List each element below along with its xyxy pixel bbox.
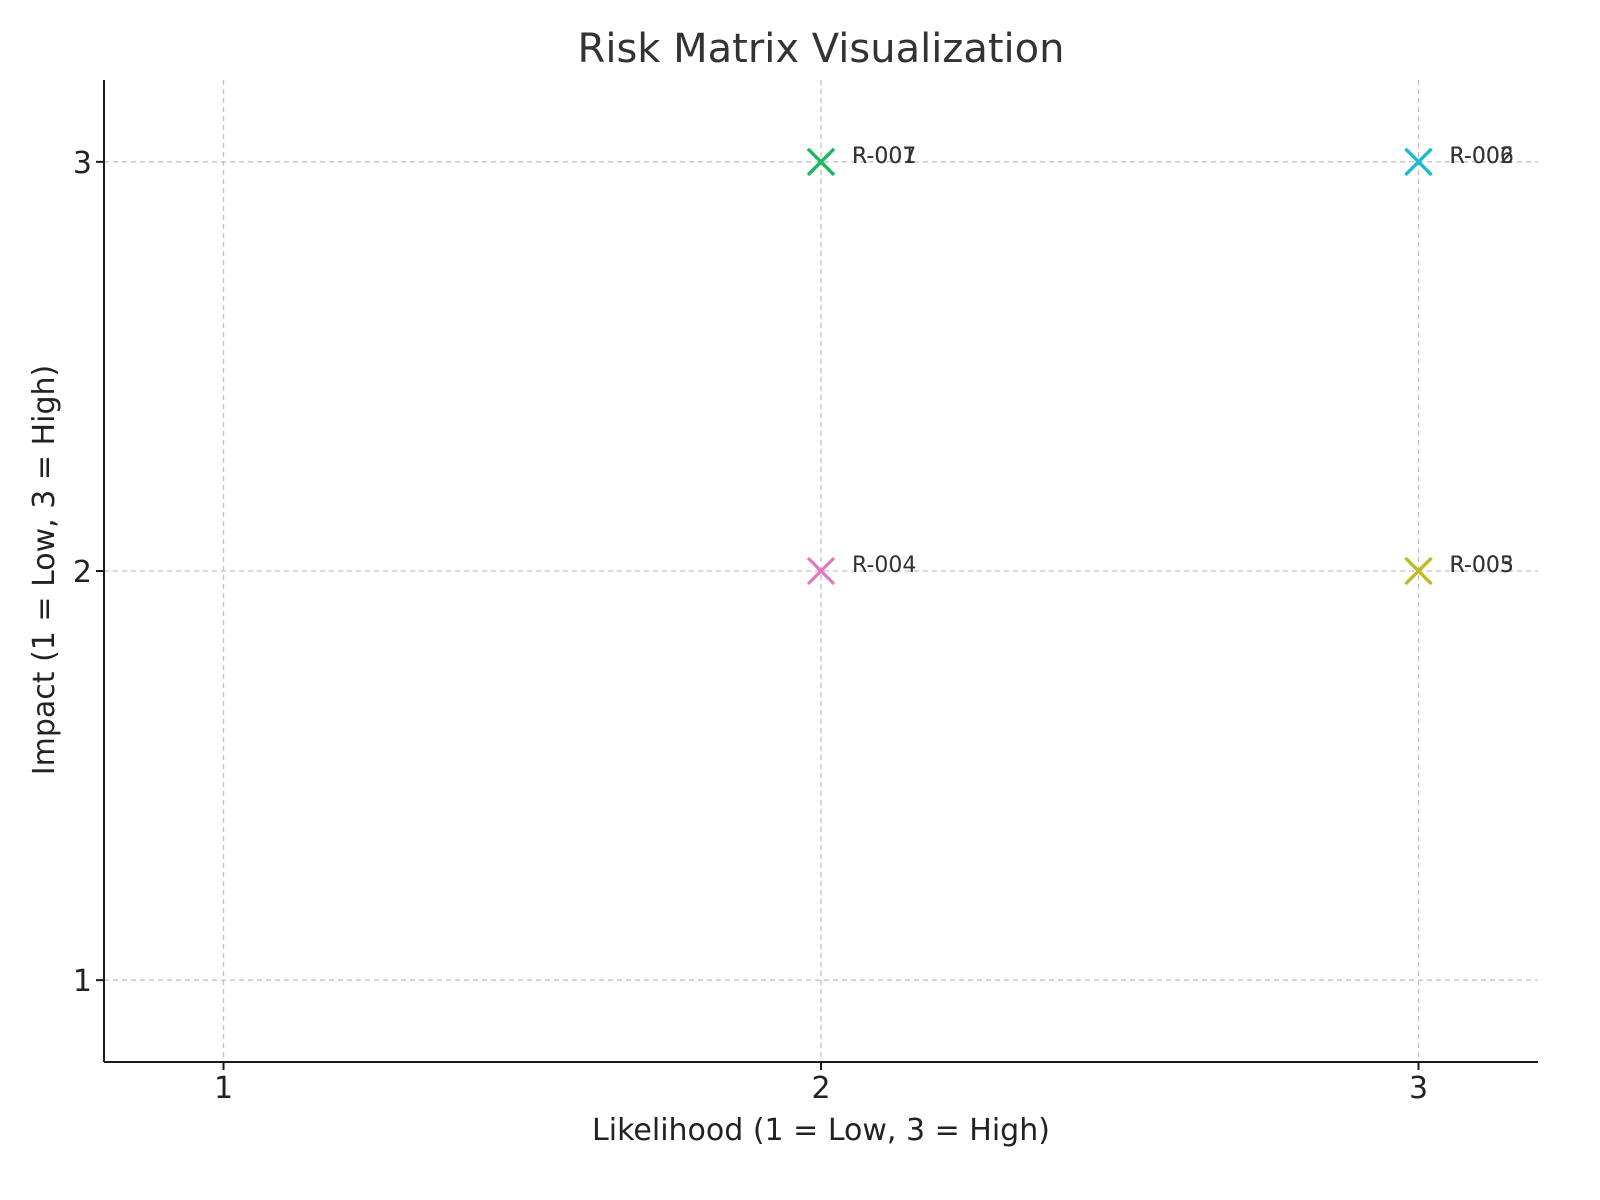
x-axis-label: Likelihood (1 = Low, 3 = High) xyxy=(592,1113,1050,1148)
data-point-r-004: R-004 xyxy=(806,553,916,586)
x-tick-label: 1 xyxy=(214,1071,233,1106)
y-tick-label: 2 xyxy=(73,555,92,590)
x-marker-stroke xyxy=(806,147,836,176)
points-layer: R-001 R-002 R-003 R-004 R-005 R-006 R-007 xyxy=(806,144,1514,586)
point-label-r-003: R-003 xyxy=(1450,553,1514,578)
x-tick-label: 2 xyxy=(811,1071,830,1106)
x-marker-stroke xyxy=(806,556,836,586)
y-tick-label: 3 xyxy=(73,146,92,181)
data-point-r-005: R-005 xyxy=(1404,553,1514,586)
x-marker-stroke xyxy=(1404,147,1433,176)
point-label-r-001: R-001 xyxy=(852,144,916,169)
y-tick-label: 1 xyxy=(73,964,92,999)
data-point-r-006: R-006 xyxy=(1404,144,1514,176)
ticks-layer: 1 2 3 1 2 3 xyxy=(73,146,1428,1106)
chart-title: Risk Matrix Visualization xyxy=(578,26,1065,72)
point-label-r-005: R-005 xyxy=(1450,553,1514,578)
x-marker-stroke xyxy=(1404,556,1433,586)
x-tick-label: 3 xyxy=(1409,1071,1428,1106)
data-point-r-007: R-007 xyxy=(806,144,916,176)
point-label-r-002: R-002 xyxy=(1450,144,1514,169)
point-label-r-004: R-004 xyxy=(852,553,916,578)
y-axis-label: Impact (1 = Low, 3 = High) xyxy=(27,365,62,775)
point-label-r-006: R-006 xyxy=(1450,144,1514,169)
point-label-r-007: R-007 xyxy=(852,144,916,169)
